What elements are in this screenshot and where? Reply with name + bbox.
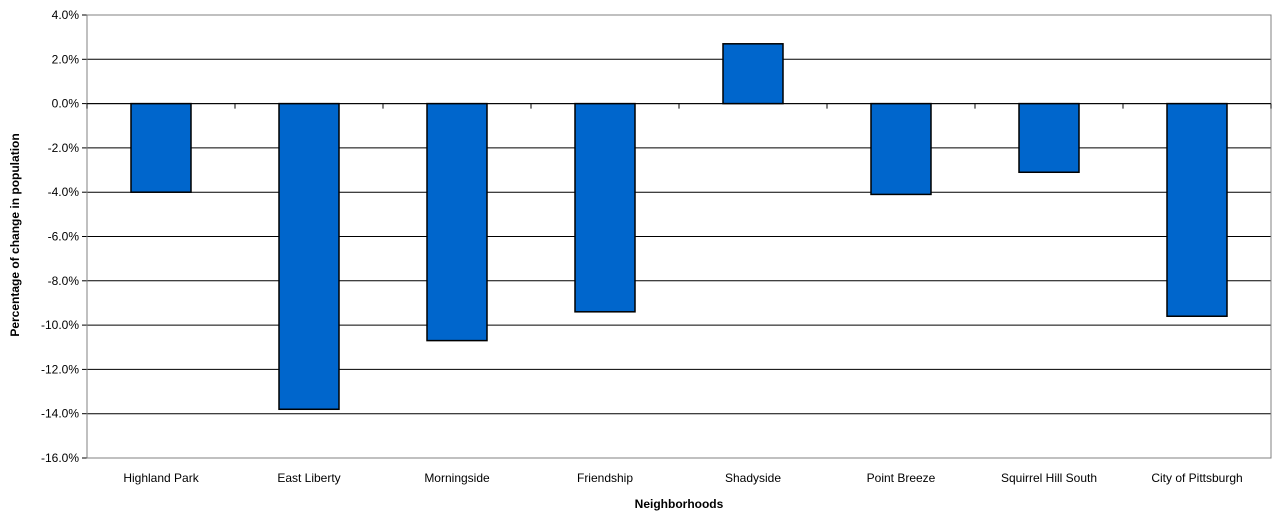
y-tick-label: -14.0% <box>41 407 79 421</box>
bar <box>1018 102 1080 174</box>
y-tick-label: -4.0% <box>48 185 80 199</box>
y-tick-label: -2.0% <box>48 141 80 155</box>
bar <box>130 102 192 193</box>
x-tick-label: City of Pittsburgh <box>1151 471 1242 485</box>
x-tick-label: East Liberty <box>277 471 340 485</box>
y-tick-label: -10.0% <box>41 318 79 332</box>
y-tick-label: -12.0% <box>41 362 79 376</box>
bar <box>1166 102 1228 317</box>
y-tick-label: 2.0% <box>52 52 80 66</box>
x-tick-label: Point Breeze <box>867 471 936 485</box>
x-tick-label: Friendship <box>577 471 633 485</box>
x-axis-title: Neighborhoods <box>635 497 724 511</box>
bar <box>426 102 488 342</box>
axes <box>82 14 1272 459</box>
bar <box>574 102 636 313</box>
bar <box>870 102 932 196</box>
y-axis-title: Percentage of change in population <box>8 133 22 336</box>
y-tick-label: -8.0% <box>48 274 80 288</box>
bars <box>130 43 1228 411</box>
x-tick-labels: Highland Park East Liberty Morningside Frie… <box>123 471 1242 485</box>
y-tick-label: -16.0% <box>41 451 79 465</box>
x-tick-label: Highland Park <box>123 471 199 485</box>
y-tick-label: -6.0% <box>48 230 80 244</box>
bar <box>278 102 340 411</box>
y-tick-labels: 4.0% 2.0% 0.0% -2.0% -4.0% -6.0% -8.0% -10.0% -1… <box>41 8 79 465</box>
x-tick-label: Squirrel Hill South <box>1001 471 1097 485</box>
y-tick-label: 0.0% <box>52 97 80 111</box>
y-tick-label: 4.0% <box>52 8 80 22</box>
x-tick-label: Shadyside <box>725 471 781 485</box>
plot-area-border <box>86 14 1272 459</box>
bar <box>722 43 784 105</box>
gridlines <box>87 14 1271 459</box>
x-tick-label: Morningside <box>424 471 490 485</box>
